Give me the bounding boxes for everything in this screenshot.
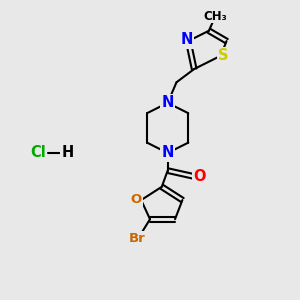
Text: Br: Br bbox=[128, 232, 145, 245]
Text: N: N bbox=[161, 146, 174, 160]
Text: N: N bbox=[161, 95, 174, 110]
Text: Cl: Cl bbox=[30, 146, 46, 160]
Text: S: S bbox=[218, 48, 228, 63]
Text: CH₃: CH₃ bbox=[203, 10, 227, 22]
Text: N: N bbox=[181, 32, 193, 47]
Text: O: O bbox=[193, 169, 206, 184]
Text: H: H bbox=[61, 146, 74, 160]
Text: O: O bbox=[130, 193, 142, 206]
